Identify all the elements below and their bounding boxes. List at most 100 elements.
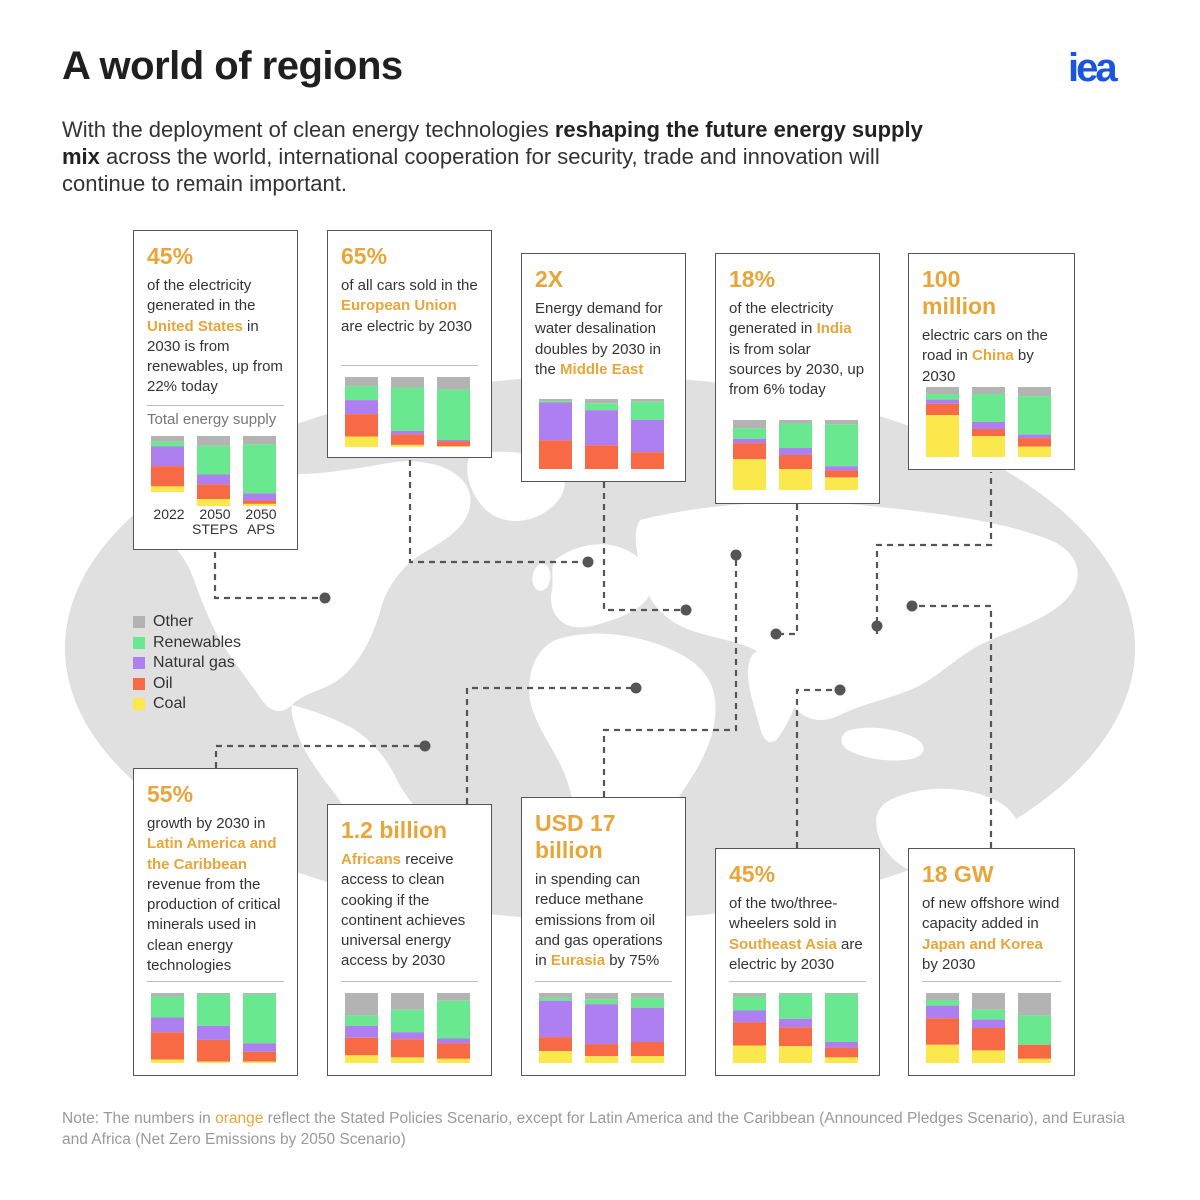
stacked-bar-chart xyxy=(733,993,858,1063)
bar-segment-oil xyxy=(539,440,572,469)
bar-segment-coal xyxy=(243,1061,276,1063)
bar-segment-coal xyxy=(972,1050,1005,1063)
bar-segment-other xyxy=(243,436,276,445)
page-subtitle: With the deployment of clean energy tech… xyxy=(62,116,962,197)
card-mini-chart xyxy=(345,377,470,452)
bar-segment-renewables xyxy=(825,994,858,1042)
bar-segment-other xyxy=(631,993,664,998)
bar-segment-oil xyxy=(391,1039,424,1058)
legend-item: Natural gas xyxy=(133,653,241,674)
subtitle-segment: With the deployment of clean energy tech… xyxy=(62,117,555,142)
legend-item: Renewables xyxy=(133,633,241,654)
card-united-states: 45% of the electricity generated in the … xyxy=(133,230,298,550)
card-china: 100 million electric cars on the road in… xyxy=(908,253,1075,470)
location-dot-eurasia xyxy=(730,549,742,561)
bar-segment-natural-gas xyxy=(585,410,618,446)
bar-segment-renewables xyxy=(733,428,766,439)
stacked-bar-chart xyxy=(151,436,276,506)
bar-segment-oil xyxy=(779,1027,812,1047)
bar-segment-natural-gas xyxy=(197,474,230,485)
bar-segment-renewables xyxy=(437,389,470,440)
bar-segment-natural-gas xyxy=(779,448,812,455)
description-text: in spending can reduce methane emissions… xyxy=(535,871,663,970)
bar-segment-coal xyxy=(391,444,424,447)
region-name: China xyxy=(972,347,1014,365)
stacked-bar-chart xyxy=(733,420,858,490)
legend-item: Other xyxy=(133,612,241,633)
bar-segment-coal xyxy=(437,446,470,447)
axis-label-2050-aps: 2050 APS xyxy=(245,506,277,537)
bar-segment-renewables xyxy=(631,997,664,1008)
bar-segment-other xyxy=(345,377,378,387)
region-name: United States xyxy=(147,317,243,335)
bar-segment-coal xyxy=(631,1056,664,1063)
description-text: of the two/three-wheelers sold in xyxy=(729,895,838,933)
location-dot-united-states xyxy=(319,592,331,604)
note-segment: reflect the Stated Policies Scenario, ex… xyxy=(62,1110,1125,1148)
card-divider xyxy=(341,365,478,366)
bar-segment-renewables xyxy=(539,401,572,403)
bar-segment-renewables xyxy=(243,444,276,494)
description-text: growth by 2030 in xyxy=(147,815,266,832)
bar-segment-renewables xyxy=(391,1009,424,1033)
connector-lines xyxy=(213,460,993,848)
bar-segment-natural-gas xyxy=(825,466,858,471)
card-description: Africans receive access to clean cooking… xyxy=(341,850,478,972)
bar-segment-oil xyxy=(825,1047,858,1058)
legend-label: Oil xyxy=(153,674,173,692)
card-mini-chart xyxy=(539,399,664,474)
location-dot-european-union xyxy=(582,556,594,568)
bar-segment-oil xyxy=(345,1037,378,1056)
bar-segment-other xyxy=(539,993,572,998)
card-divider xyxy=(535,981,672,982)
description-text: revenue from the production of critical … xyxy=(147,875,281,975)
bar-segment-natural-gas xyxy=(539,402,572,441)
location-dot-africa xyxy=(630,682,642,694)
bar-segment-coal xyxy=(1018,1058,1051,1063)
bar-segment-renewables xyxy=(779,994,812,1019)
bar-segment-renewables xyxy=(151,441,184,447)
legend-label: Coal xyxy=(153,695,186,713)
card-southeast-asia: 45% of the two/three-wheelers sold in So… xyxy=(715,848,880,1076)
bar-segment-renewables xyxy=(345,386,378,401)
bar-segment-renewables xyxy=(243,994,276,1044)
bar-segment-oil xyxy=(1018,438,1051,447)
description-text: of the electricity generated in xyxy=(729,300,834,338)
bar-segment-coal xyxy=(825,477,858,490)
location-dot-china xyxy=(871,620,883,632)
bar-segment-oil xyxy=(972,1028,1005,1051)
bar-segment-renewables xyxy=(197,445,230,475)
bar-segment-coal xyxy=(779,469,812,490)
description-text: of all cars sold in the xyxy=(341,277,478,294)
location-dot-middle-east xyxy=(680,604,692,616)
bar-segment-natural-gas xyxy=(926,1005,959,1019)
axis-label-2022: 2022 xyxy=(153,506,185,522)
bar-segment-other xyxy=(926,387,959,394)
bar-segment-coal xyxy=(391,1057,424,1063)
bar-segment-oil xyxy=(151,1032,184,1060)
bar-segment-oil xyxy=(391,434,424,445)
bar-segment-oil xyxy=(243,1051,276,1062)
bar-segment-renewables xyxy=(825,424,858,467)
chart-caption: Total energy supply xyxy=(147,411,277,428)
card-stat: 18 GW xyxy=(922,861,994,887)
bar-segment-oil xyxy=(345,414,378,437)
region-name: India xyxy=(816,320,852,338)
bar-segment-natural-gas xyxy=(1018,434,1051,439)
bar-segment-natural-gas xyxy=(972,422,1005,429)
bar-segment-oil xyxy=(926,403,959,415)
bar-segment-renewables xyxy=(733,996,766,1011)
stacked-bar-chart xyxy=(539,993,664,1063)
legend-label: Renewables xyxy=(153,633,242,651)
bar-segment-other xyxy=(437,377,470,390)
card-divider xyxy=(922,981,1061,982)
bar-segment-other xyxy=(585,399,618,404)
bar-segment-natural-gas xyxy=(437,1038,470,1044)
bar-segment-oil xyxy=(733,1022,766,1046)
bar-segment-other xyxy=(779,420,812,424)
location-dot-japan-korea xyxy=(906,600,918,612)
axis-label-2050-steps: 2050 STEPS xyxy=(192,506,238,537)
bar-segment-oil xyxy=(585,445,618,469)
iea-logo: iea xyxy=(1068,46,1118,90)
location-dots xyxy=(319,549,918,752)
